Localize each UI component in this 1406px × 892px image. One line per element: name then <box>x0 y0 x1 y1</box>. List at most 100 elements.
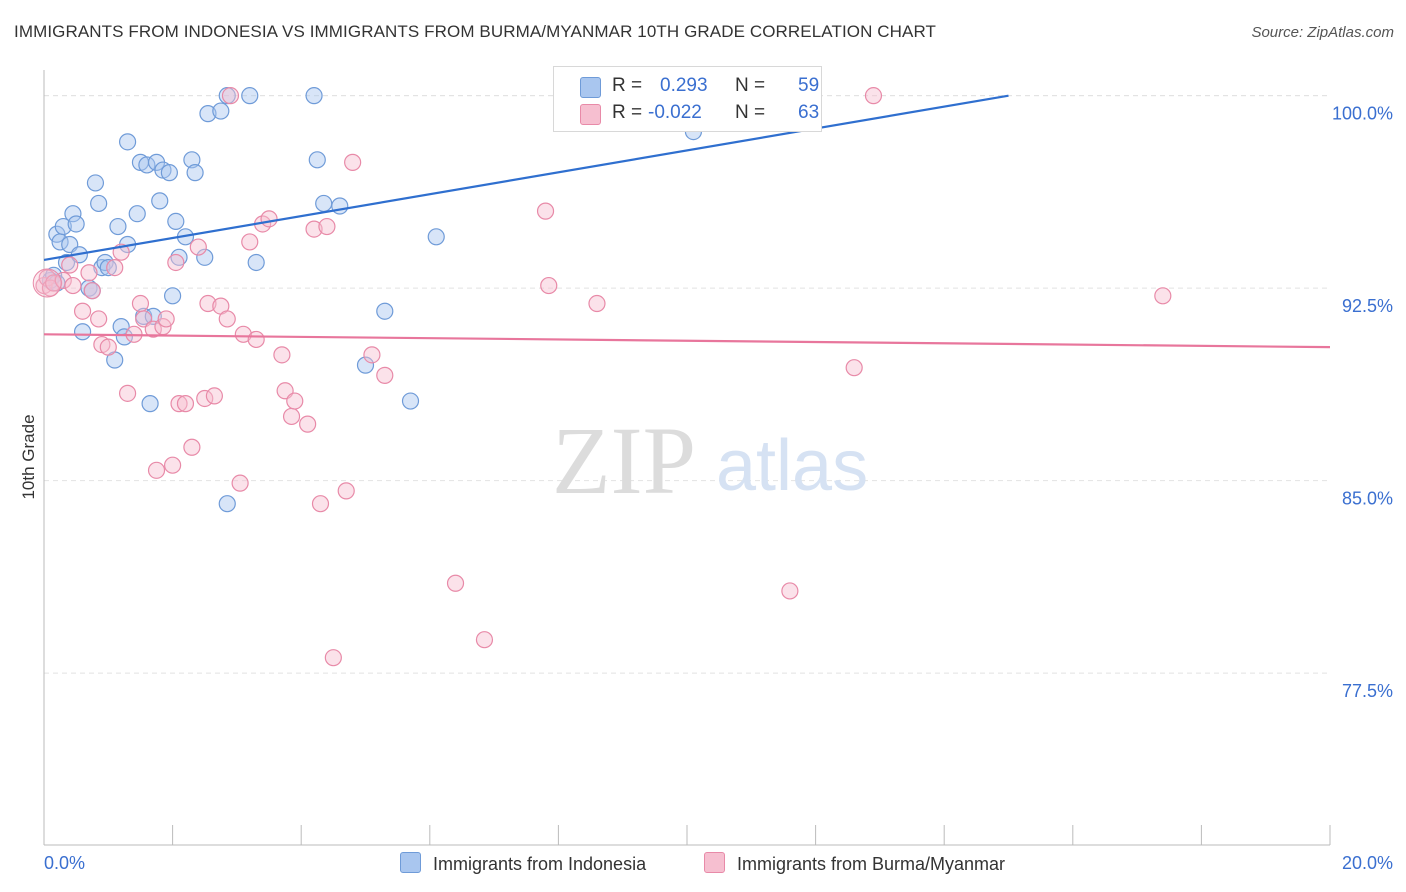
point-burma <box>183 438 201 456</box>
y-axis-label: 10th Grade <box>19 414 38 499</box>
point-burma <box>282 407 301 426</box>
y-tick-label: 77.5% <box>1342 681 1393 701</box>
point-indonesia <box>305 87 323 105</box>
point-burma <box>273 346 291 364</box>
point-burma <box>167 253 185 272</box>
point-burma <box>90 310 108 328</box>
point-indonesia <box>167 212 185 231</box>
point-burma <box>41 279 60 297</box>
point-burma <box>324 649 342 667</box>
point-indonesia <box>64 205 82 223</box>
point-indonesia <box>160 164 178 182</box>
point-indonesia <box>170 248 188 266</box>
point-burma <box>80 264 98 282</box>
point-burma <box>845 359 863 377</box>
point-burma <box>344 153 362 171</box>
point-indonesia <box>376 302 394 320</box>
point-indonesia <box>427 228 445 246</box>
point-burma <box>247 330 265 349</box>
point-indonesia <box>241 87 259 105</box>
legend-swatch-burma <box>704 852 725 873</box>
legend-label-indonesia: Immigrants from Indonesia <box>433 854 647 874</box>
y-tick-label: 100.0% <box>1332 104 1393 124</box>
point-indonesia <box>218 495 236 513</box>
point-indonesia <box>308 151 326 169</box>
point-burma <box>118 384 137 402</box>
point-indonesia <box>99 258 117 277</box>
point-burma <box>781 582 799 600</box>
point-burma <box>337 482 355 500</box>
point-burma <box>73 302 92 320</box>
point-burma <box>205 387 223 405</box>
point-indonesia <box>86 174 105 192</box>
point-burma <box>144 320 162 338</box>
point-indonesia <box>118 133 137 151</box>
legend-label-burma: Immigrants from Burma/Myanmar <box>737 854 1006 874</box>
r-value-indonesia: 0.293 <box>660 75 708 96</box>
point-burma <box>199 294 217 313</box>
point-indonesia <box>247 253 265 272</box>
tick-labels: 100.0% 92.5% 85.0% 77.5% 0.0% 20.0% <box>44 104 1393 873</box>
point-indonesia <box>138 156 156 174</box>
point-burma <box>299 415 317 433</box>
point-burma <box>1154 287 1172 305</box>
point-burma <box>176 395 195 413</box>
point-burma <box>106 258 124 277</box>
point-indonesia <box>186 164 204 182</box>
point-burma <box>241 233 259 251</box>
trend-lines <box>43 94 1331 349</box>
correlation-legend: R = 0.293 N = 59 R = -0.022 N = 63 <box>553 66 822 132</box>
point-burma <box>286 392 304 410</box>
x-tick-label: 20.0% <box>1342 853 1393 873</box>
point-indonesia <box>196 248 214 266</box>
point-burma <box>61 256 79 274</box>
watermark-atlas: atlas <box>716 426 868 506</box>
point-burma <box>64 276 82 295</box>
point-burma <box>540 276 558 295</box>
legend-swatch-burma <box>580 104 601 125</box>
point-burma <box>32 268 62 298</box>
point-burma <box>147 461 166 479</box>
n-label: N = <box>735 75 766 96</box>
point-burma <box>196 389 214 408</box>
point-indonesia <box>67 215 85 233</box>
y-tick-label: 85.0% <box>1342 489 1393 509</box>
chart-title: IMMIGRANTS FROM INDONESIA VS IMMIGRANTS … <box>14 22 937 41</box>
legend-item-burma[interactable]: Immigrants from Burma/Myanmar <box>704 852 1005 875</box>
point-indonesia <box>141 395 159 413</box>
point-burma <box>218 310 236 328</box>
point-burma <box>588 294 606 313</box>
point-burma <box>221 87 240 105</box>
r-label: R = <box>612 102 643 123</box>
point-burma <box>170 395 188 413</box>
point-indonesia <box>164 287 182 305</box>
point-indonesia <box>109 217 127 236</box>
gridlines <box>44 95 1330 674</box>
axes <box>43 70 1331 846</box>
point-indonesia <box>151 192 169 210</box>
point-indonesia <box>199 105 217 123</box>
y-tick-label: 92.5% <box>1342 296 1393 316</box>
point-burma <box>189 238 207 256</box>
point-indonesia <box>331 197 349 215</box>
n-label: N = <box>735 102 766 123</box>
trend-line-burma <box>43 333 1331 349</box>
point-indonesia <box>356 356 375 374</box>
point-indonesia <box>315 194 333 213</box>
point-indonesia <box>54 217 72 236</box>
point-burma <box>363 346 381 364</box>
n-value-indonesia: 59 <box>798 75 820 96</box>
data-points <box>32 87 1172 667</box>
point-indonesia <box>90 194 108 213</box>
point-burma <box>864 87 883 105</box>
point-burma <box>376 366 394 384</box>
legend-item-indonesia[interactable]: Immigrants from Indonesia <box>400 852 646 875</box>
x-tick-label: 0.0% <box>44 853 85 873</box>
point-burma <box>234 325 252 343</box>
point-burma <box>305 220 323 238</box>
watermark: ZIP atlas <box>552 407 868 514</box>
point-burma <box>311 495 330 513</box>
watermark-zip: ZIP <box>552 407 696 514</box>
point-burma <box>231 474 249 492</box>
